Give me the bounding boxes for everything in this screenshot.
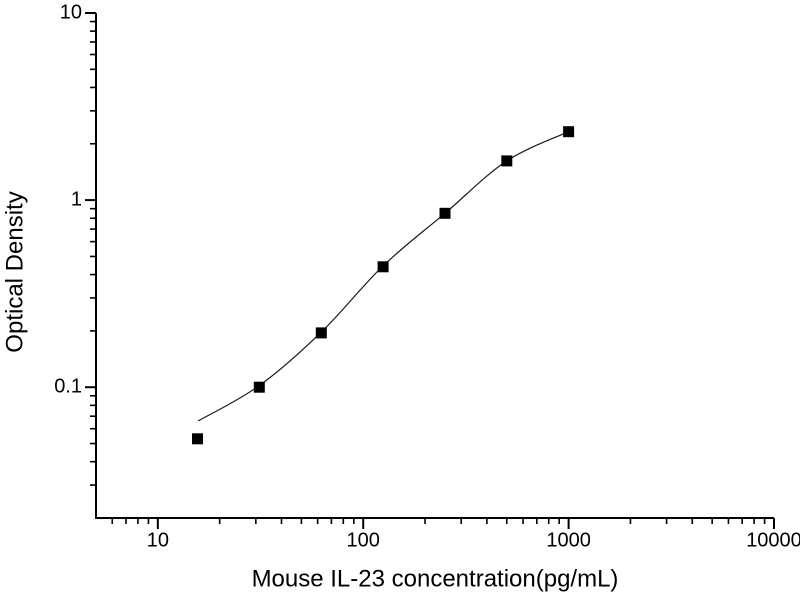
x-tick-label: 100: [347, 529, 380, 551]
fit-curve-line: [197, 131, 569, 422]
x-axis-title: Mouse IL-23 concentration(pg/mL): [252, 565, 619, 592]
data-point-marker: [563, 126, 575, 138]
data-point-marker: [315, 327, 327, 339]
y-tick-label: 10: [60, 1, 82, 23]
x-tick-label: 1000: [546, 529, 591, 551]
data-point-marker: [439, 207, 451, 219]
x-tick-label: 10: [147, 529, 169, 551]
data-points-layer: [192, 126, 575, 445]
axes-layer: 10 100 1000 10000 0.1 1 10: [54, 1, 800, 551]
data-point-marker: [253, 381, 265, 393]
data-point-marker: [501, 155, 513, 167]
y-axis-title: Optical Density: [1, 191, 28, 352]
fit-curve-layer: [197, 131, 569, 422]
y-tick-label: 0.1: [54, 375, 82, 397]
x-tick-label: 10000: [746, 529, 800, 551]
data-point-marker: [377, 261, 389, 273]
data-point-marker: [192, 433, 203, 445]
y-tick-label: 1: [71, 188, 82, 210]
